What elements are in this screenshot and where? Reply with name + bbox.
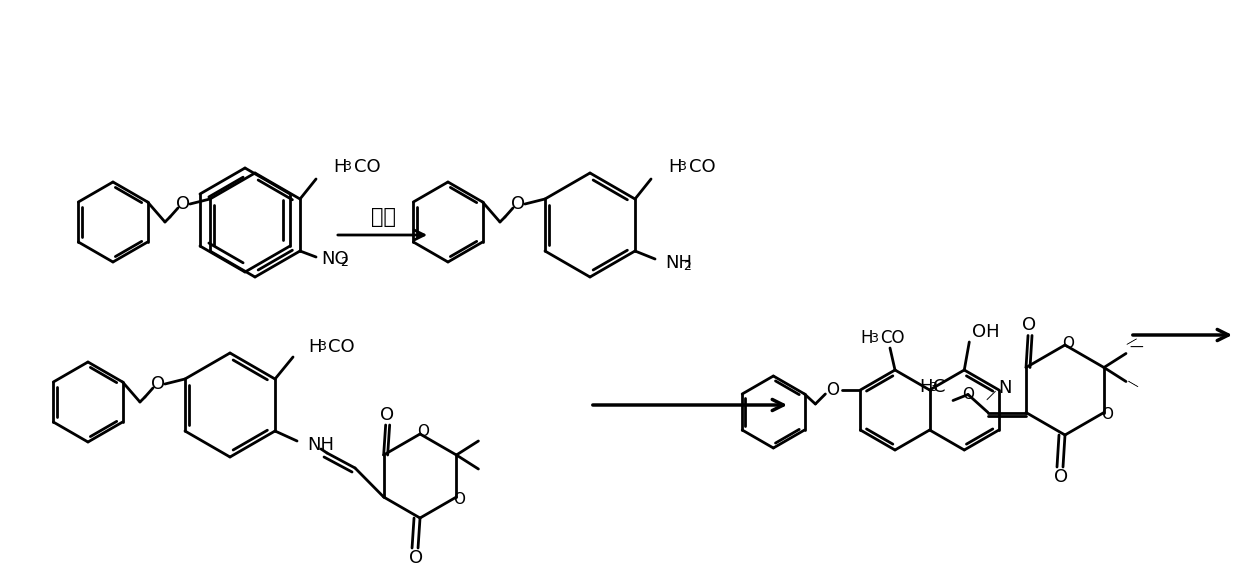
Text: O: O bbox=[1062, 336, 1074, 350]
Text: O: O bbox=[1022, 316, 1036, 334]
Text: C: C bbox=[933, 379, 945, 397]
Text: H: H bbox=[333, 158, 347, 176]
Text: O: O bbox=[151, 375, 165, 393]
Text: 3: 3 bbox=[929, 381, 937, 394]
Text: 3: 3 bbox=[678, 160, 686, 173]
Text: O: O bbox=[1101, 407, 1113, 422]
Text: O: O bbox=[453, 492, 466, 506]
Text: 3: 3 bbox=[318, 341, 326, 354]
Text: —: — bbox=[1129, 341, 1142, 354]
Text: 3: 3 bbox=[343, 160, 351, 173]
Text: N: N bbox=[999, 379, 1012, 397]
Text: NH: NH bbox=[665, 254, 693, 272]
Text: H: H bbox=[309, 338, 322, 356]
Text: NH: NH bbox=[307, 436, 335, 454]
Text: OH: OH bbox=[973, 323, 1000, 341]
Text: O: O bbox=[510, 195, 525, 213]
Text: 2: 2 bbox=[339, 257, 348, 270]
Text: O: O bbox=[826, 381, 839, 399]
Text: —: — bbox=[1124, 333, 1141, 350]
Text: NO: NO bbox=[321, 250, 348, 268]
Text: —: — bbox=[983, 386, 1002, 406]
Text: CO: CO bbox=[880, 329, 904, 347]
Text: CO: CO bbox=[354, 158, 380, 176]
Text: H: H bbox=[668, 158, 681, 176]
Text: 2: 2 bbox=[683, 260, 691, 273]
Text: O: O bbox=[379, 406, 394, 424]
Text: CO: CO bbox=[328, 338, 354, 356]
Text: O: O bbox=[418, 424, 429, 440]
Text: 还原: 还原 bbox=[370, 207, 395, 227]
Text: H: H bbox=[919, 379, 933, 397]
Text: O: O bbox=[176, 195, 190, 213]
Text: 3: 3 bbox=[870, 332, 878, 345]
Text: —: — bbox=[1124, 375, 1141, 392]
Text: O: O bbox=[409, 549, 422, 565]
Text: H: H bbox=[861, 329, 873, 347]
Text: O: O bbox=[961, 387, 974, 402]
Text: CO: CO bbox=[689, 158, 716, 176]
Text: O: O bbox=[1054, 468, 1068, 486]
